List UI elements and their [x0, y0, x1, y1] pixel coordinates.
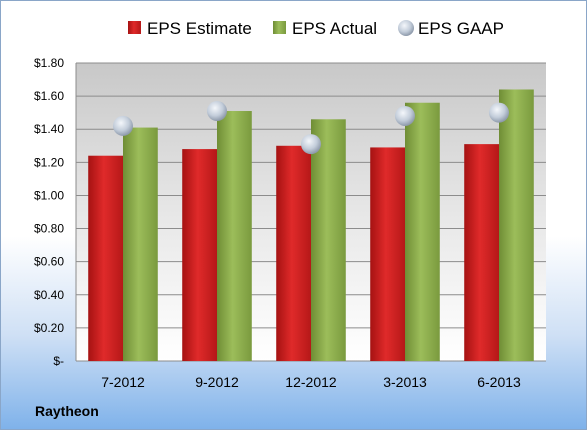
eps-estimate-bar — [276, 145, 311, 361]
eps-estimate-bar — [182, 149, 217, 361]
x-tick-label: 9-2012 — [195, 374, 239, 390]
eps-gaap-marker — [489, 102, 509, 123]
eps-actual-bar — [405, 102, 440, 361]
x-tick-label: 7-2012 — [101, 374, 145, 390]
y-tick-label: $1.80 — [34, 56, 64, 70]
x-tick-label: 6-2013 — [477, 374, 521, 390]
y-tick-label: $1.60 — [34, 89, 64, 103]
y-tick-label: $1.40 — [34, 122, 64, 136]
y-axis: $- $0.20 $0.40 $0.60 $0.80 $1.00 $1.20 $1.40 $1.… — [34, 56, 77, 368]
y-tick-label: $0.40 — [34, 288, 64, 302]
x-tick-label: 3-2013 — [383, 374, 427, 390]
company-name: Raytheon — [35, 403, 99, 419]
y-tick-label: $0.60 — [34, 255, 64, 269]
y-tick-label: $0.80 — [34, 222, 64, 236]
eps-gaap-marker — [301, 134, 321, 155]
eps-estimate-bar — [88, 155, 123, 361]
eps-actual-bar — [499, 89, 534, 361]
y-tick-label: $1.00 — [34, 188, 64, 202]
bars — [88, 89, 534, 362]
legend-swatch — [398, 20, 414, 36]
gaap-markers — [113, 101, 509, 155]
y-tick-label: $0.20 — [34, 321, 64, 335]
eps-actual-bar — [311, 119, 346, 362]
legend-label: EPS Estimate — [147, 19, 252, 38]
y-tick-label: $- — [53, 354, 64, 368]
eps-actual-bar — [217, 111, 252, 361]
legend-label: EPS GAAP — [418, 19, 504, 38]
eps-estimate-bar — [370, 147, 405, 361]
eps-estimate-bar — [464, 144, 499, 361]
x-axis: 7-2012 9-2012 12-2012 3-2013 6-2013 — [101, 374, 521, 390]
eps-gaap-marker — [113, 115, 133, 136]
y-tick-label: $1.20 — [34, 155, 64, 169]
eps-gaap-marker — [395, 105, 415, 126]
legend-swatch — [273, 21, 286, 34]
legend: EPS Estimate EPS Actual EPS GAAP — [128, 19, 504, 38]
x-tick-label: 12-2012 — [285, 374, 337, 390]
eps-actual-bar — [123, 127, 158, 361]
legend-label: EPS Actual — [292, 19, 377, 38]
legend-swatch — [128, 21, 141, 34]
eps-gaap-marker — [207, 101, 227, 122]
